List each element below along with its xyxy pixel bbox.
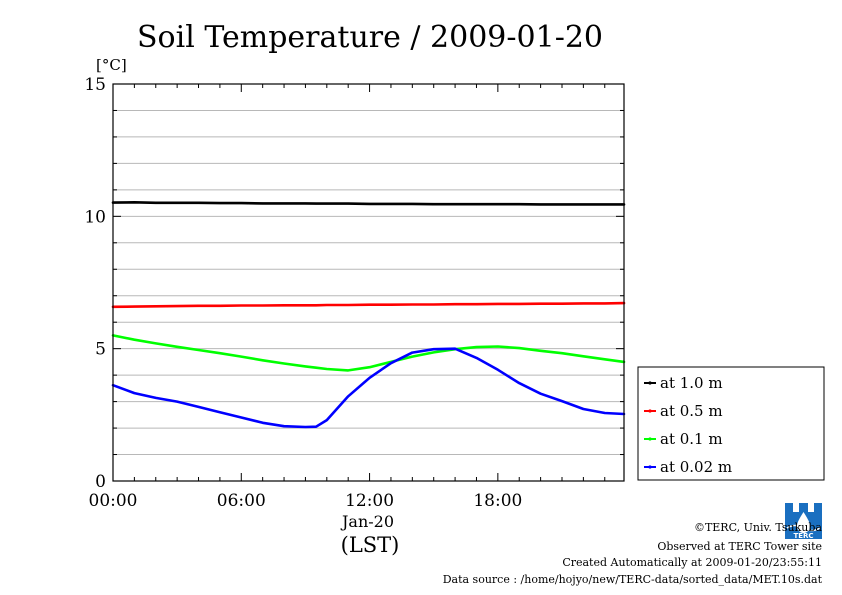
terc-logo: TERC bbox=[785, 503, 822, 540]
x-axis-time-zone-label: (LST) bbox=[341, 533, 400, 557]
wave-icon bbox=[786, 524, 821, 532]
x-axis-date-label: Jan-20 bbox=[340, 512, 394, 531]
legend-entry-label: at 1.0 m bbox=[660, 374, 723, 392]
y-tick-label: 5 bbox=[95, 340, 106, 360]
y-tick-label: 15 bbox=[84, 75, 106, 95]
terc-logo-text: TERC bbox=[793, 532, 813, 540]
axis-ticks: 0 5 10 15 00:00 06:00 12:00 18:00 bbox=[84, 75, 624, 511]
x-tick-label: 00:00 bbox=[89, 491, 138, 511]
series-line-at-1-0-m bbox=[111, 201, 626, 206]
legend-entry-label: at 0.5 m bbox=[660, 402, 723, 420]
x-tick-label: 12:00 bbox=[345, 491, 394, 511]
series-lines bbox=[111, 201, 626, 429]
series-line-at-0-1-m bbox=[111, 334, 626, 372]
created-timestamp-text: Created Automatically at 2009-01-20/23:5… bbox=[562, 556, 822, 569]
series-line-at-0-5-m bbox=[111, 301, 626, 309]
legend: at 1.0 m at 0.5 m at 0.1 m at 0.02 m bbox=[637, 366, 825, 481]
water-drop-icon bbox=[797, 512, 810, 533]
x-tick-label: 06:00 bbox=[217, 491, 266, 511]
series-line-at-0-02-m bbox=[111, 347, 626, 429]
legend-entry-label: at 0.1 m bbox=[660, 430, 723, 448]
legend-marker bbox=[648, 381, 652, 385]
copyright-text: ©TERC, Univ. Tsukuba bbox=[694, 521, 822, 534]
y-tick-label: 10 bbox=[84, 207, 106, 227]
plot-frame bbox=[112, 83, 625, 482]
legend-box bbox=[637, 366, 825, 481]
legend-marker bbox=[648, 465, 652, 469]
grid-lines bbox=[113, 109, 624, 456]
chart-title: Soil Temperature / 2009-01-20 bbox=[137, 20, 603, 55]
data-source-text: Data source : /home/hojyo/new/TERC-data/… bbox=[443, 573, 823, 586]
observed-site-text: Observed at TERC Tower site bbox=[657, 540, 822, 553]
x-tick-label: 18:00 bbox=[473, 491, 522, 511]
terc-logo-notch-left bbox=[793, 503, 799, 512]
y-axis-unit-label: [°C] bbox=[96, 56, 127, 74]
terc-logo-notch-right bbox=[808, 503, 814, 512]
legend-marker bbox=[648, 409, 652, 413]
legend-entry-label: at 0.02 m bbox=[660, 458, 732, 476]
y-tick-label: 0 bbox=[95, 472, 106, 492]
legend-marker bbox=[648, 437, 652, 441]
